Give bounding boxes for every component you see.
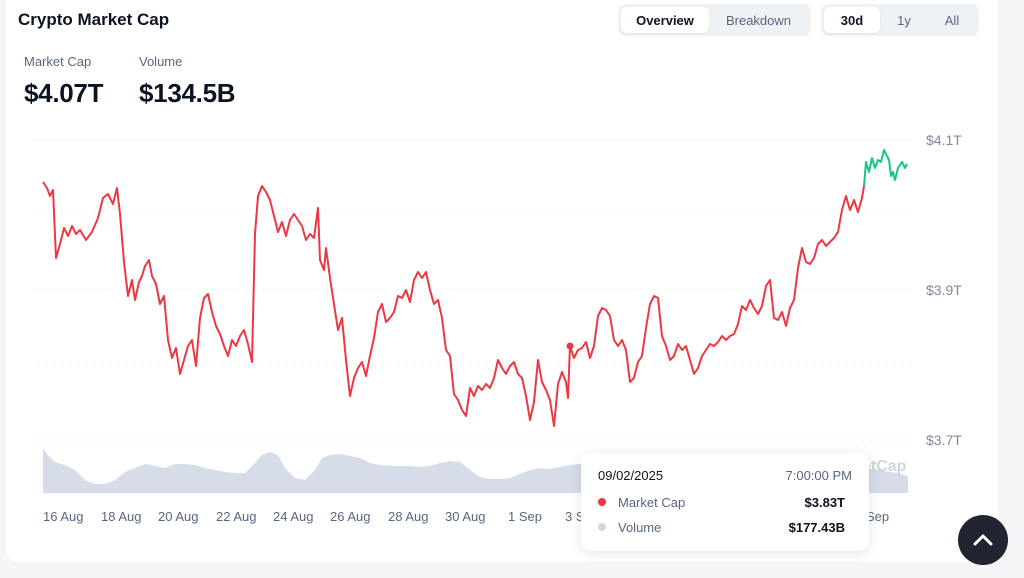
tab-breakdown[interactable]: Breakdown	[725, 12, 792, 28]
range-all[interactable]: All	[944, 12, 960, 28]
market-cap-label: Market Cap	[24, 54, 92, 69]
x-tick: Sep	[866, 509, 890, 524]
tooltip-date: 09/02/2025	[598, 468, 664, 483]
tooltip-label: Market Cap	[618, 494, 686, 510]
tooltip-time: 7:00:00 PM	[785, 468, 853, 483]
x-tick: 18 Aug	[101, 509, 142, 524]
chevron-up-icon	[973, 534, 993, 546]
x-tick: 26 Aug	[330, 509, 371, 524]
x-tick: 22 Aug	[216, 509, 257, 524]
tab-overview[interactable]: Overview	[621, 7, 709, 33]
market-cap-line-up	[863, 149, 908, 187]
x-tick: 20 Aug	[158, 509, 199, 524]
tooltip-value: $177.43B	[788, 519, 845, 535]
view-toggle: Overview Breakdown	[618, 4, 811, 36]
market-cap-value: $4.07T	[24, 78, 104, 108]
tooltip-row-volume: Volume $177.43B	[598, 518, 845, 536]
watermark: etCap	[862, 458, 907, 475]
volume-dot-icon	[598, 523, 606, 531]
range-toggle: 30d 1y All	[821, 4, 979, 36]
tooltip-value: $3.83T	[804, 494, 845, 510]
range-30d[interactable]: 30d	[824, 7, 880, 33]
market-cap-dot-icon	[598, 498, 606, 506]
x-tick: 30 Aug	[445, 509, 486, 524]
range-1y[interactable]: 1y	[897, 12, 911, 28]
scroll-to-top-button[interactable]	[958, 515, 1008, 565]
y-tick-3-7t: $3.7T	[926, 432, 962, 448]
volume-value: $134.5B	[139, 78, 236, 108]
x-tick: 16 Aug	[43, 509, 84, 524]
tooltip-label: Volume	[618, 519, 662, 535]
page-title: Crypto Market Cap	[18, 10, 170, 29]
tooltip-row-market-cap: Market Cap $3.83T	[598, 493, 845, 511]
y-tick-3-9t: $3.9T	[926, 282, 962, 298]
chart-tooltip: 09/02/2025 7:00:00 PM Market Cap $3.83T …	[581, 453, 869, 551]
market-cap-line-down	[42, 181, 865, 427]
volume-label: Volume	[139, 54, 183, 69]
hover-point	[566, 342, 574, 350]
x-tick: 28 Aug	[388, 509, 429, 524]
y-tick-4-1t: $4.1T	[926, 132, 962, 148]
x-tick: 24 Aug	[273, 509, 314, 524]
x-tick: 1 Sep	[508, 509, 542, 524]
